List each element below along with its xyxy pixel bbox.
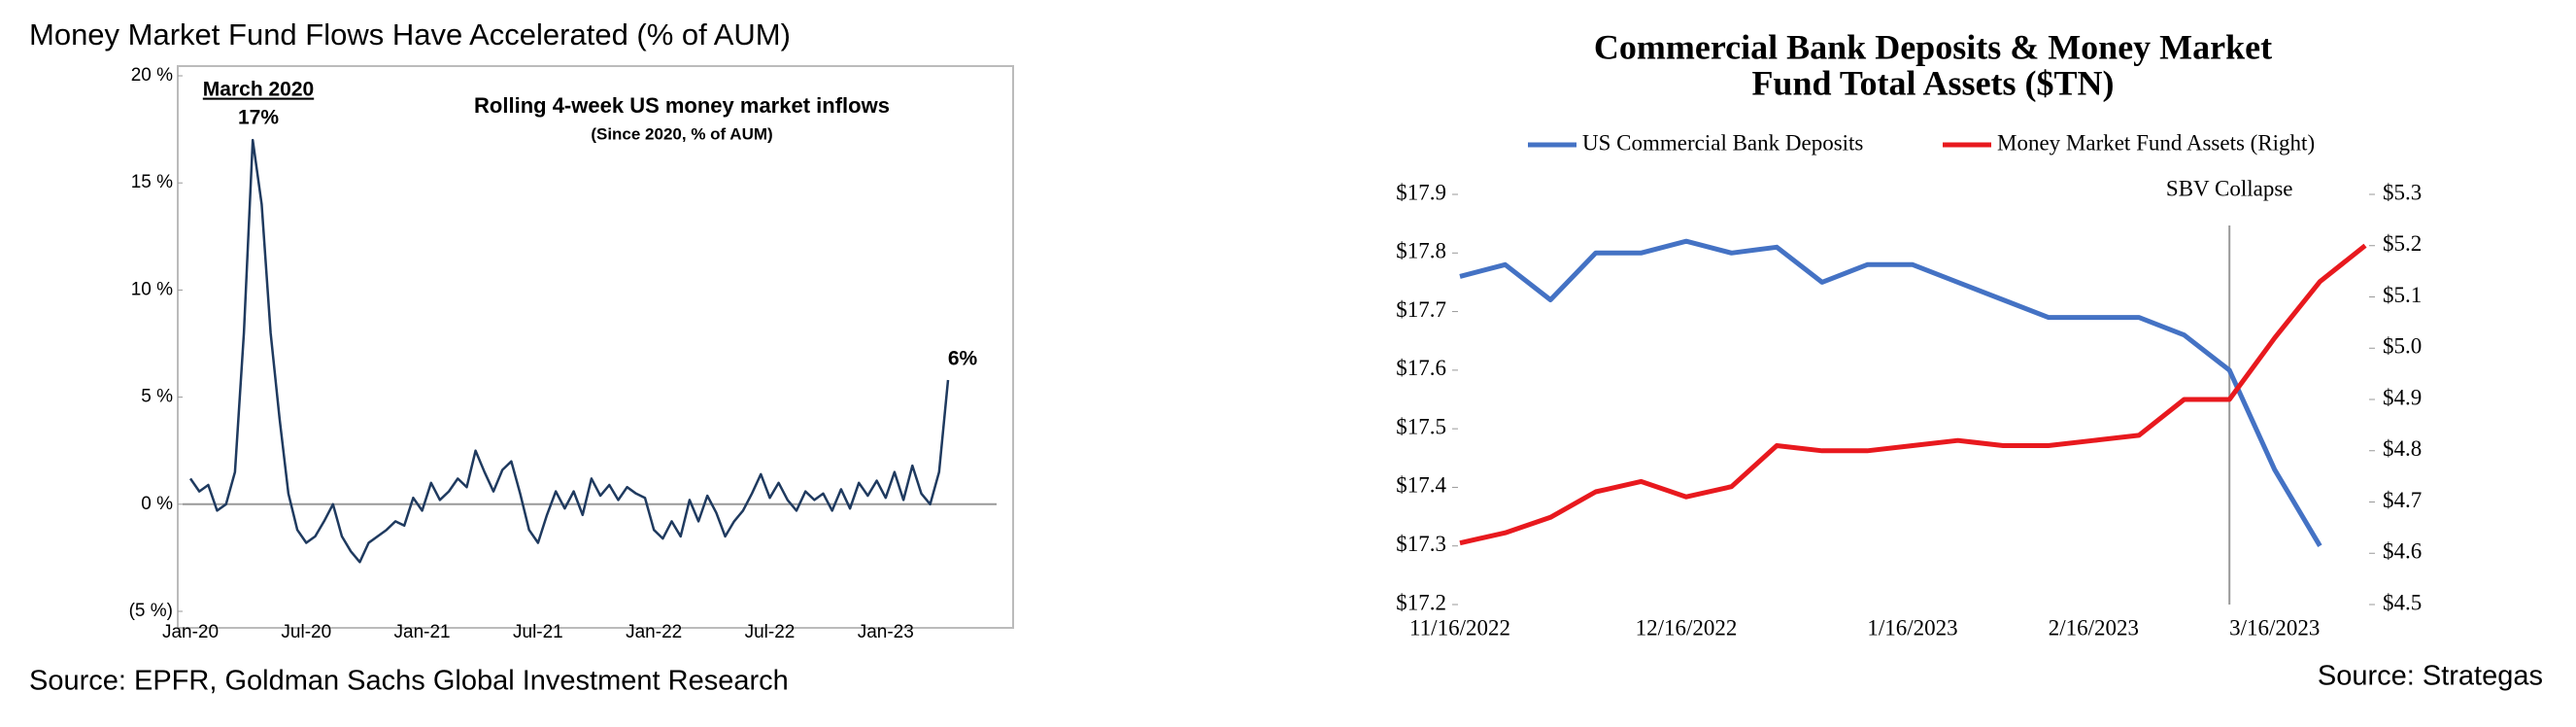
x-tick-label: 3/16/2023 (2229, 615, 2320, 640)
y-tick-label: $17.4 (1396, 473, 1446, 498)
y2-tick-label: $5.1 (2383, 283, 2422, 307)
x-tick-label: 11/16/2022 (1409, 615, 1510, 640)
line (1459, 238, 2322, 547)
line (1459, 243, 2367, 546)
y-tick-label: $17.2 (1396, 590, 1446, 614)
y2-tick-label: $5.2 (2383, 231, 2422, 256)
x-tick-label: Jan-21 (394, 622, 451, 642)
x-tick-label: 12/16/2022 (1636, 615, 1738, 640)
x-tick-label: Jul-21 (513, 622, 563, 642)
y-tick-label: $17.9 (1396, 180, 1446, 204)
annotation: March 2020 (203, 79, 314, 101)
x-tick-label: Jan-22 (626, 622, 682, 642)
y-tick-label: 20 % (131, 65, 173, 86)
annotation: 6% (948, 348, 978, 370)
chart-title: Money Market Fund Flows Have Accelerated… (29, 17, 791, 52)
y-tick-label: 15 % (131, 172, 173, 192)
y-tick-label: 10 % (131, 279, 173, 299)
y2-tick-label: $5.3 (2383, 180, 2422, 204)
y2-tick-label: $4.8 (2383, 436, 2422, 461)
chart-frame (177, 65, 1014, 629)
y2-tick-label: $4.5 (2383, 590, 2422, 614)
inner-subtitle: (Since 2020, % of AUM) (591, 124, 772, 143)
inner-title: Rolling 4-week US money market inflows (474, 93, 890, 118)
x-tick-label: Jan-23 (858, 622, 914, 642)
x-tick-label: 2/16/2023 (2049, 615, 2139, 640)
chart-title: Fund Total Assets ($TN) (1751, 63, 2114, 102)
source: Source: Strategas (2318, 661, 2543, 692)
y-tick-label: $17.6 (1396, 356, 1446, 380)
y2-tick-label: $5.0 (2383, 334, 2422, 359)
y-tick-label: $17.8 (1396, 239, 1446, 263)
y-tick-label: (5 %) (129, 601, 173, 621)
annotation: 17% (238, 107, 279, 129)
y-tick-label: 5 % (141, 387, 173, 407)
y-tick-label: $17.3 (1396, 532, 1446, 556)
chart-title: Commercial Bank Deposits & Money Market (1594, 27, 2272, 66)
event-label: SBV Collapse (2166, 176, 2293, 200)
y-tick-label: $17.5 (1396, 414, 1446, 438)
y2-tick-label: $4.7 (2383, 488, 2422, 512)
y2-tick-label: $4.6 (2383, 539, 2422, 564)
x-tick-label: 1/16/2023 (1867, 615, 1957, 640)
x-tick-label: Jul-22 (745, 622, 796, 642)
y2-tick-label: $4.9 (2383, 385, 2422, 409)
y-tick-label: 0 % (141, 494, 173, 514)
y-tick-label: $17.7 (1396, 297, 1446, 322)
source: Source: EPFR, Goldman Sachs Global Inves… (29, 666, 789, 697)
x-tick-label: Jul-20 (281, 622, 331, 642)
x-tick-label: Jan-20 (162, 622, 219, 642)
legend-label: Money Market Fund Assets (Right) (1997, 130, 2315, 155)
legend-label: US Commercial Bank Deposits (1582, 130, 1863, 155)
line (188, 138, 950, 564)
